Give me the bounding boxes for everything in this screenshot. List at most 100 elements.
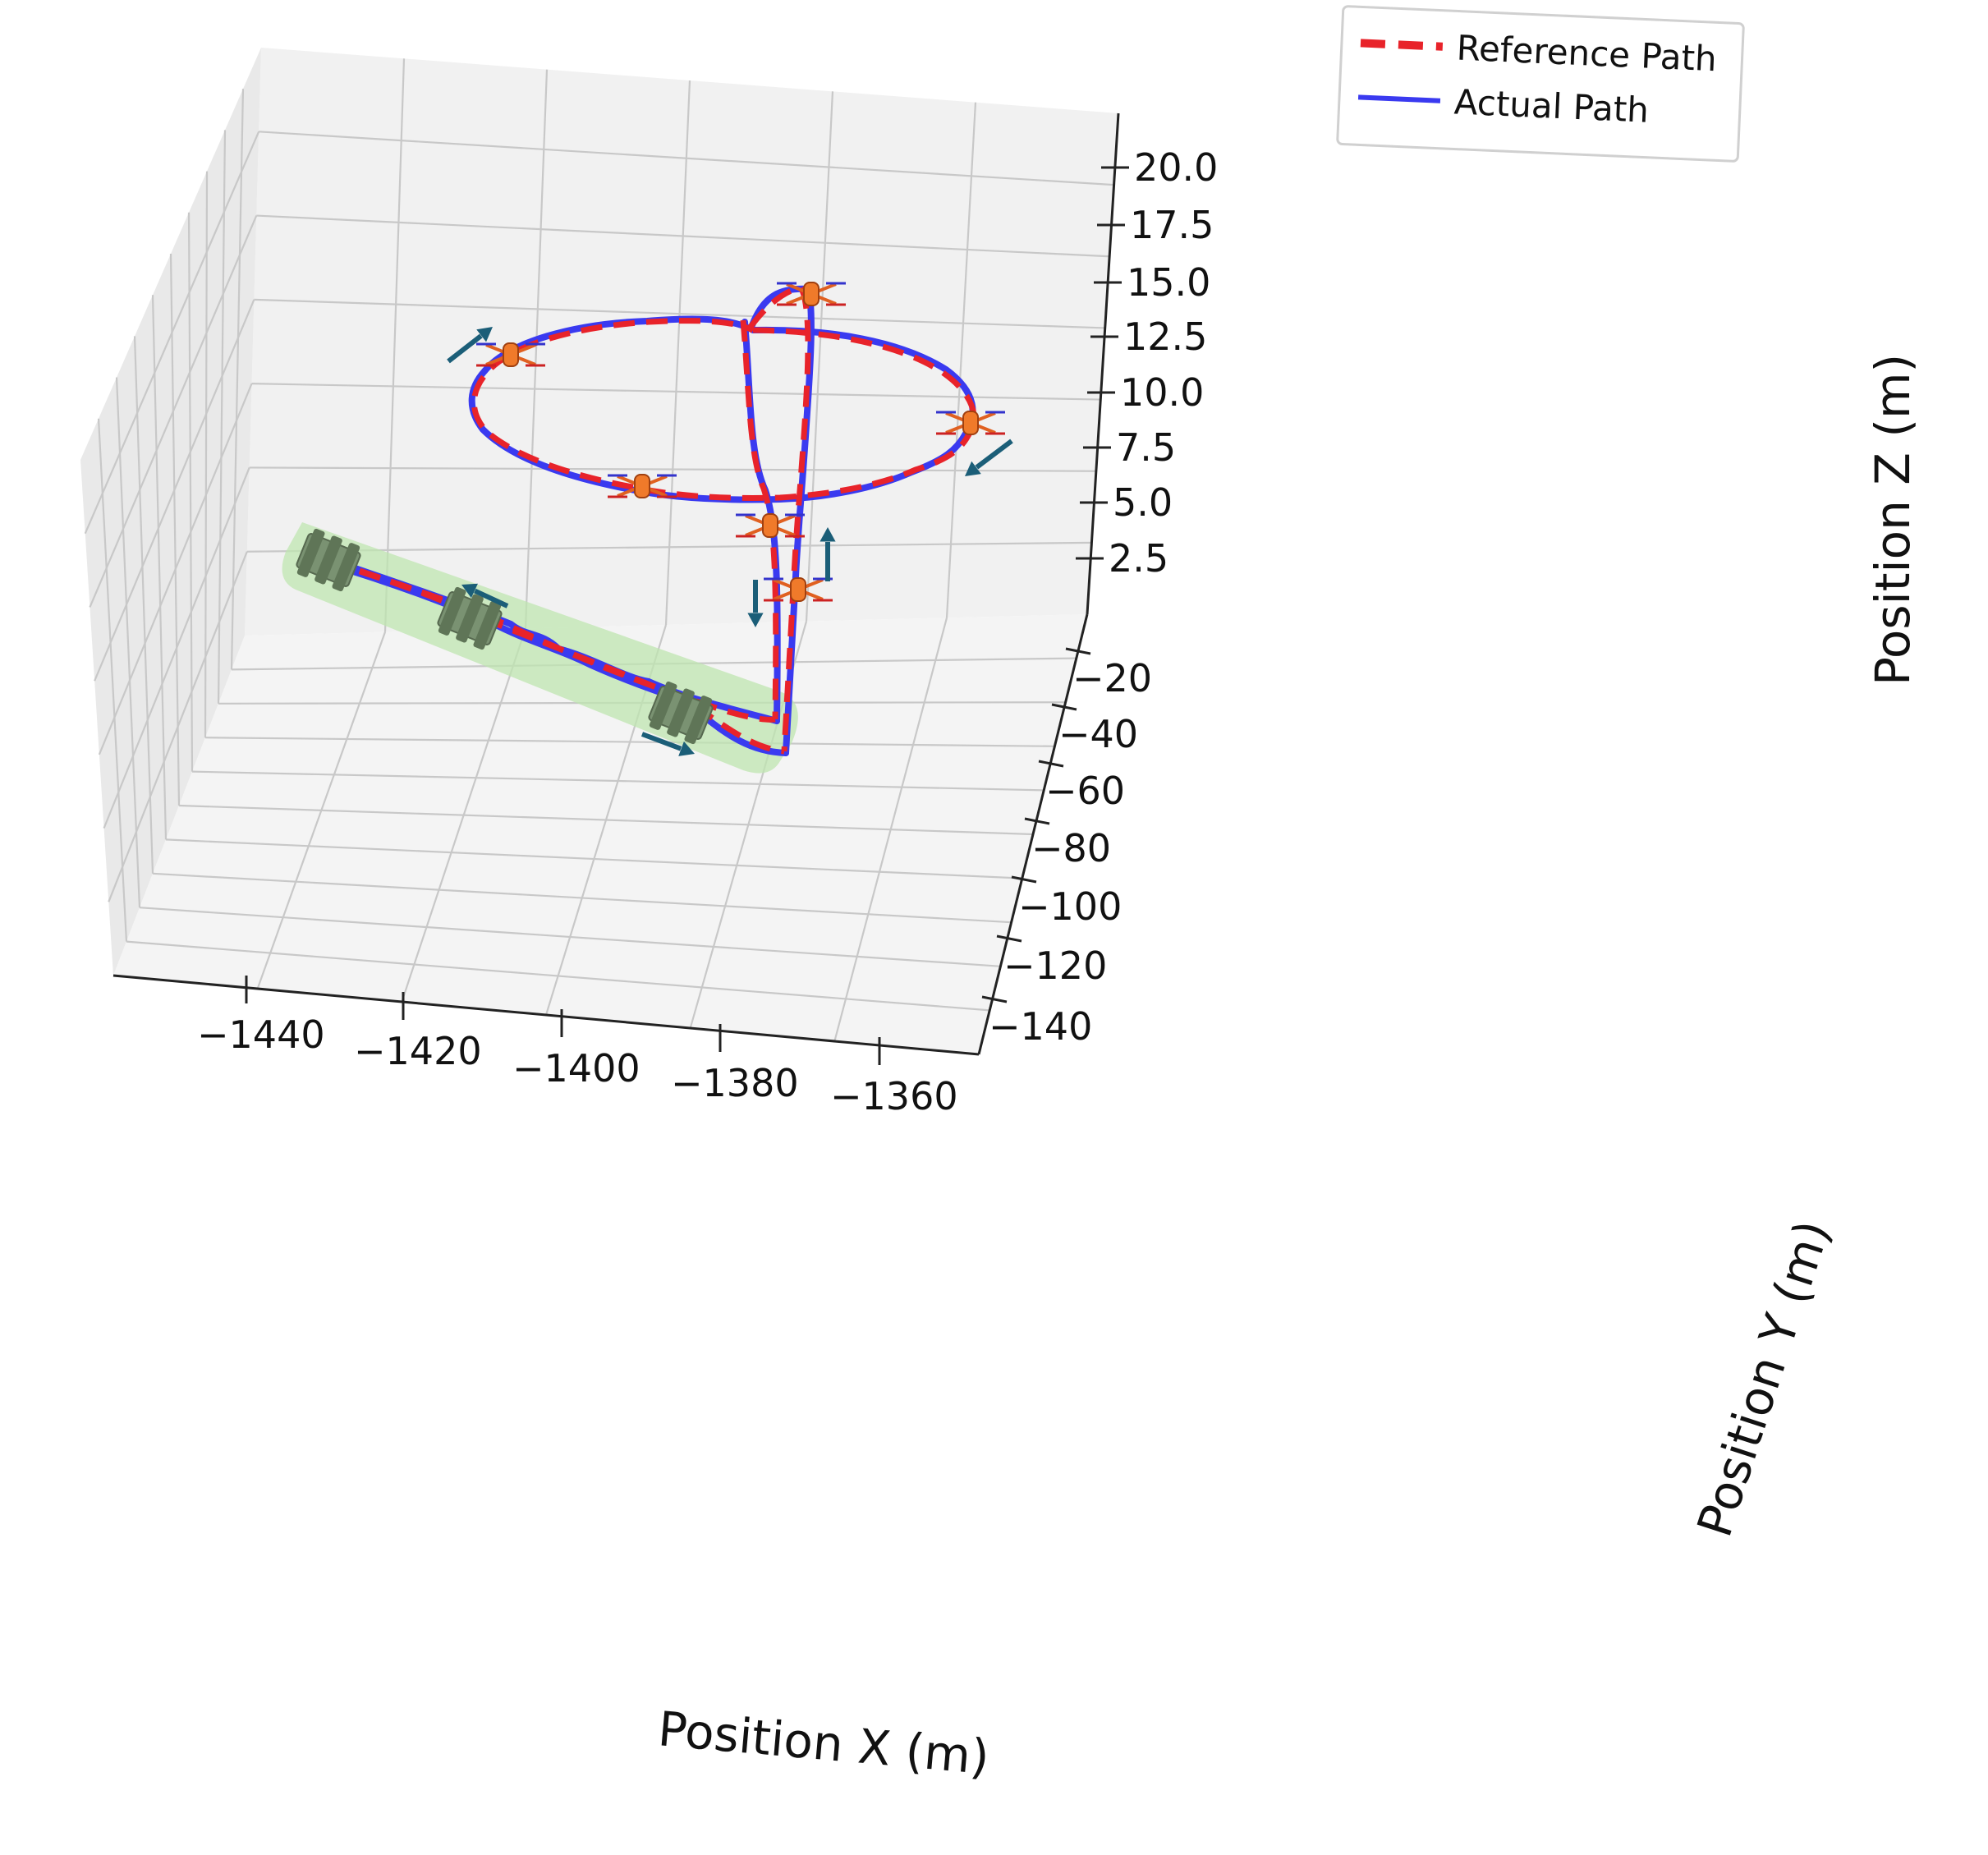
y-tick-label: −120 <box>1003 944 1107 988</box>
z-axis-line <box>1086 112 1120 615</box>
grid-line-floor-y <box>126 940 990 1012</box>
z-tick-label: 2.5 <box>1109 536 1168 581</box>
y-tick-label: −80 <box>1031 826 1111 870</box>
ground-vehicle-icon <box>296 528 361 592</box>
quadrotor-drone-icon <box>777 282 846 306</box>
grid-line-back-vertical <box>664 80 691 626</box>
y-tick-mark <box>1011 875 1037 884</box>
y-tick-label: −60 <box>1045 769 1125 813</box>
x-tick-label: −1440 <box>197 1012 325 1057</box>
reference-path-vertical <box>740 284 811 752</box>
drone-body <box>962 411 979 435</box>
direction-arrow-icon <box>820 527 836 581</box>
legend-label-actual: Actual Path <box>1453 81 1650 130</box>
grid-line-left-vertical <box>133 336 154 874</box>
arrow-head <box>476 327 493 342</box>
direction-arrow-icon <box>640 732 695 756</box>
z-tick-label: 17.5 <box>1130 203 1214 247</box>
rover-wheel <box>473 601 502 650</box>
grid-line-back-vertical <box>945 102 977 618</box>
rover-wheel <box>684 696 713 745</box>
legend-swatch-actual <box>1357 94 1441 103</box>
direction-arrow-icon <box>447 327 493 364</box>
grid-line-back-vertical <box>383 58 406 632</box>
y-axis-label: Position Y (m) <box>1687 1214 1841 1543</box>
z-tick-label: 12.5 <box>1123 315 1207 359</box>
tick-marks: −1440 −1420 −1400 −1380 −1360 −20 −40 −60 −80 −10… <box>197 145 1218 1118</box>
x-tick-label: −1380 <box>671 1061 799 1105</box>
arrow-head <box>747 613 764 627</box>
grid-line-floor-y <box>139 907 1001 967</box>
grid-line-left-vertical <box>151 295 168 840</box>
z-tick-label: 7.5 <box>1116 425 1176 470</box>
drone-body <box>634 474 650 498</box>
y-tick-mark <box>1038 760 1064 768</box>
y-tick-mark <box>1065 647 1091 655</box>
grid-line-back-vertical <box>805 91 834 622</box>
y-tick-mark <box>1051 703 1077 711</box>
y-tick-label: −100 <box>1018 884 1122 929</box>
grid-line-floor-y <box>165 838 1022 879</box>
direction-arrow-icon <box>461 583 509 608</box>
arrow-head <box>965 461 981 476</box>
z-axis-label: Position Z (m) <box>1865 354 1921 686</box>
arrow-shaft <box>640 732 682 751</box>
drone-body <box>762 513 778 538</box>
y-tick-mark <box>996 934 1022 943</box>
grid-line-left-vertical <box>230 89 245 670</box>
y-tick-label: −20 <box>1072 656 1152 700</box>
y-axis-line <box>977 613 1089 1055</box>
rover-wheel <box>667 688 695 737</box>
y-tick-mark <box>1024 817 1050 825</box>
quadrotor-drone-icon <box>736 513 805 538</box>
quadrotor-drone-icon <box>936 411 1005 435</box>
reference-path-ground <box>327 557 785 755</box>
grid-line-floor-y <box>191 770 1045 792</box>
ground-vehicle-icon <box>648 681 714 745</box>
trajectory-paths <box>324 284 977 756</box>
drone-body <box>790 577 806 602</box>
arrow-head <box>678 741 695 756</box>
rover-wheel <box>649 681 677 730</box>
grid-line-back-vertical <box>524 69 549 629</box>
legend-box <box>1336 5 1745 163</box>
arrow-shaft <box>975 438 1013 470</box>
x-tick-label: −1360 <box>830 1074 958 1118</box>
drone-body <box>503 342 519 367</box>
arrow-shaft <box>474 588 509 608</box>
grid-line-left-vertical <box>115 377 141 908</box>
x-axis-line <box>112 974 980 1056</box>
rover-wheel <box>314 535 342 585</box>
rover-wheel <box>438 586 466 636</box>
direction-arrow-icon <box>965 438 1013 476</box>
y-tick-label: −140 <box>989 1004 1092 1049</box>
arrow-shaft <box>447 333 483 364</box>
arrow-head <box>461 583 478 599</box>
ground-vehicle-icon <box>437 586 503 650</box>
legend-swatch-reference <box>1360 39 1444 51</box>
z-tick-label: 15.0 <box>1127 260 1210 305</box>
reference-path-ring <box>471 318 977 501</box>
axes-panes <box>80 48 1118 1054</box>
back-wall-pane <box>245 48 1118 636</box>
grid-line-left-vertical <box>97 418 128 942</box>
z-tick-label: 5.0 <box>1113 480 1173 525</box>
quadrotor-drone-icon <box>476 342 545 367</box>
x-tick-label: −1400 <box>512 1046 640 1091</box>
y-tick-mark <box>981 995 1008 1003</box>
quadrotor-drone-icon <box>764 577 833 602</box>
drone-body <box>803 282 820 306</box>
rover-wheel <box>296 528 325 577</box>
left-wall-pane <box>80 48 261 976</box>
grid-line-left-vertical <box>169 253 181 806</box>
arrow-head <box>820 527 836 542</box>
grid-line-floor-y <box>178 804 1034 836</box>
z-tick-label: 20.0 <box>1134 145 1218 190</box>
grid-line-left-vertical <box>204 171 209 738</box>
floor-pane <box>113 614 1087 1054</box>
quadrotor-drone-icon <box>608 474 677 498</box>
z-tick-label: 10.0 <box>1120 370 1204 415</box>
grid-line-floor-y <box>152 872 1012 924</box>
